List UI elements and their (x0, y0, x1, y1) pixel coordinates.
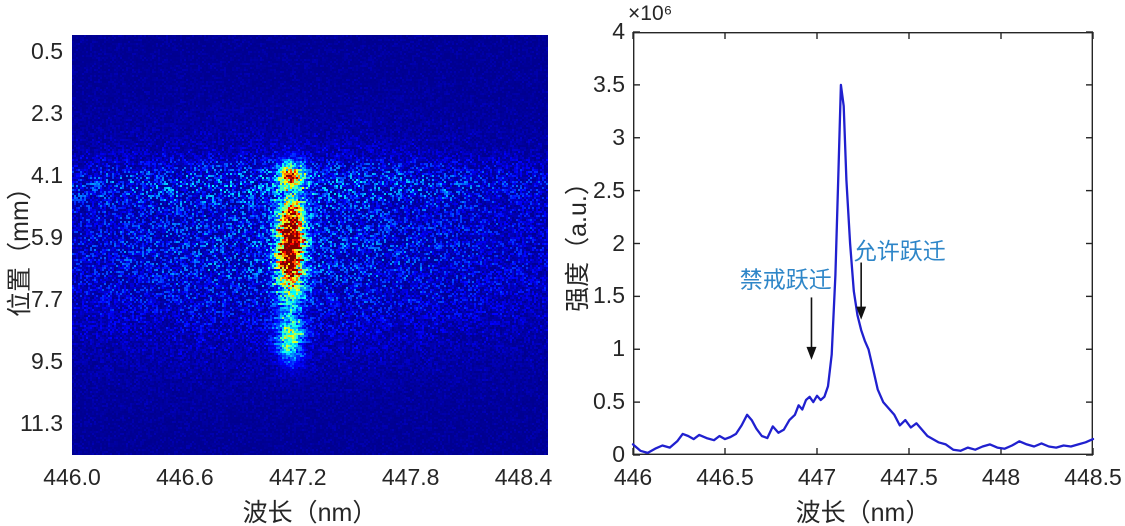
heatmap-x-axis-label: 波长（nm） (242, 499, 378, 526)
heatmap-x-tick: 448.4 (494, 464, 553, 490)
heatmap-x-tick: 447.8 (381, 464, 440, 490)
spectrum-y-tick: 1.5 (593, 282, 625, 309)
heatmap-y-tick: 7.7 (31, 286, 63, 313)
heatmap-image (72, 35, 548, 455)
spectrum-x-tick: 446.5 (696, 464, 754, 490)
heatmap-y-tick: 5.9 (31, 224, 63, 251)
heatmap-y-tick: 2.3 (31, 100, 63, 127)
spectrum-y-tick: 4 (612, 18, 625, 44)
spectrum-x-tick: 447.5 (880, 464, 938, 490)
spectrum-line (631, 83, 1095, 455)
heatmap-y-tick: 4.1 (31, 162, 63, 189)
heatmap-y-tick: 9.5 (31, 348, 63, 375)
spectrum-x-axis-label: 波长（nm） (795, 499, 931, 526)
heatmap-y-tick: 11.3 (19, 410, 63, 437)
spectrum-x-tick: 447 (797, 464, 837, 490)
y-axis-scale-label: ×10⁶ (628, 2, 673, 25)
spectrum-y-tick: 0.5 (593, 388, 625, 415)
spectrum-y-tick: 0 (612, 441, 625, 467)
annotation-arrowhead-allowed-transition (856, 306, 867, 320)
spectrum-y-tick: 2 (612, 229, 625, 256)
spectrum-x-tick: 448.5 (1064, 464, 1122, 490)
annotation-label-forbidden-transition: 禁戒跃迁 (740, 266, 832, 292)
annotation-label-allowed-transition: 允许跃迁 (854, 238, 946, 264)
heatmap-x-tick: 446.6 (156, 464, 214, 490)
heatmap-y-tick: 0.5 (31, 38, 63, 65)
spectrum-y-tick: 1 (612, 335, 625, 362)
spectrum-y-tick: 3.5 (593, 70, 625, 97)
spectrum-y-tick: 3 (612, 123, 625, 150)
spectrum-y-tick: 2.5 (593, 176, 625, 203)
annotation-arrowhead-forbidden-transition (806, 346, 817, 360)
spectrum-x-tick: 446 (613, 464, 653, 490)
heatmap-x-tick: 447.2 (268, 464, 327, 490)
heatmap-x-tick: 446.0 (43, 464, 101, 490)
spectrum-x-tick: 448 (981, 464, 1021, 490)
